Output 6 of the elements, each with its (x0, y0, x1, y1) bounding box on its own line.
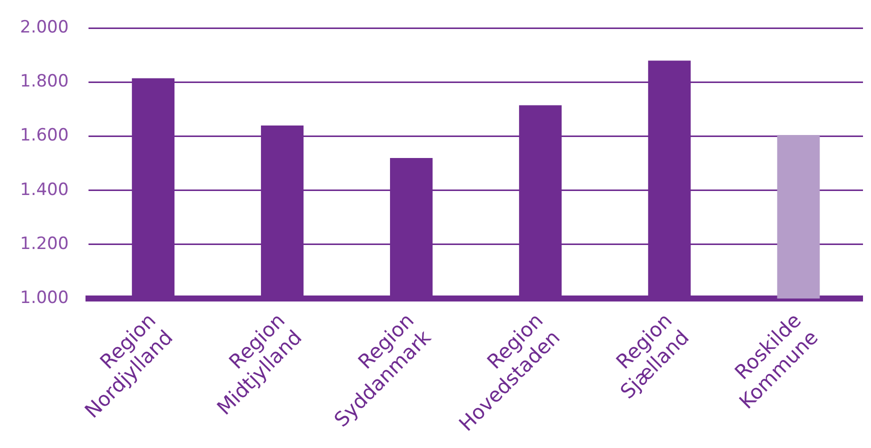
y-tick-label: 1.200 (20, 234, 69, 254)
y-tick-label: 1.000 (20, 288, 69, 308)
y-tick-label: 1.400 (20, 180, 69, 200)
y-tick-label: 1.600 (20, 126, 69, 146)
y-tick-label: 2.000 (20, 18, 69, 38)
y-tick-label: 1.800 (20, 72, 69, 92)
